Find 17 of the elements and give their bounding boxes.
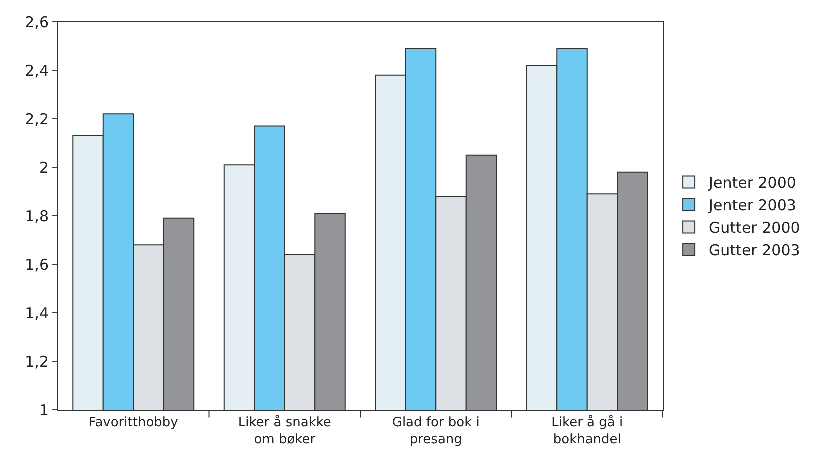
y-tick-label: 1,8 bbox=[25, 207, 49, 226]
legend-label: Gutter 2000 bbox=[709, 219, 800, 238]
y-tick-label: 1 bbox=[39, 401, 49, 420]
legend-label: Jenter 2003 bbox=[708, 196, 796, 215]
x-tick-label: Favoritthobby bbox=[88, 416, 179, 431]
y-tick-label: 1,6 bbox=[25, 256, 49, 274]
legend-label: Jenter 2000 bbox=[708, 174, 796, 192]
y-tick-label: 1,2 bbox=[25, 352, 49, 371]
y-tick-label: 2,4 bbox=[25, 62, 49, 80]
x-tick-label: Liker å snakke om bøker bbox=[238, 414, 332, 448]
x-tick-label: Liker å gå i bokhandel bbox=[552, 414, 624, 448]
y-tick-label: 1,4 bbox=[25, 304, 49, 322]
y-tick-label: 2 bbox=[39, 158, 49, 177]
y-tick-label: 2,6 bbox=[25, 13, 49, 32]
x-tick-label: Glad for bok i presang bbox=[392, 416, 480, 448]
legend-label: Gutter 2003 bbox=[709, 242, 800, 260]
y-tick-label: 2,2 bbox=[25, 110, 49, 128]
